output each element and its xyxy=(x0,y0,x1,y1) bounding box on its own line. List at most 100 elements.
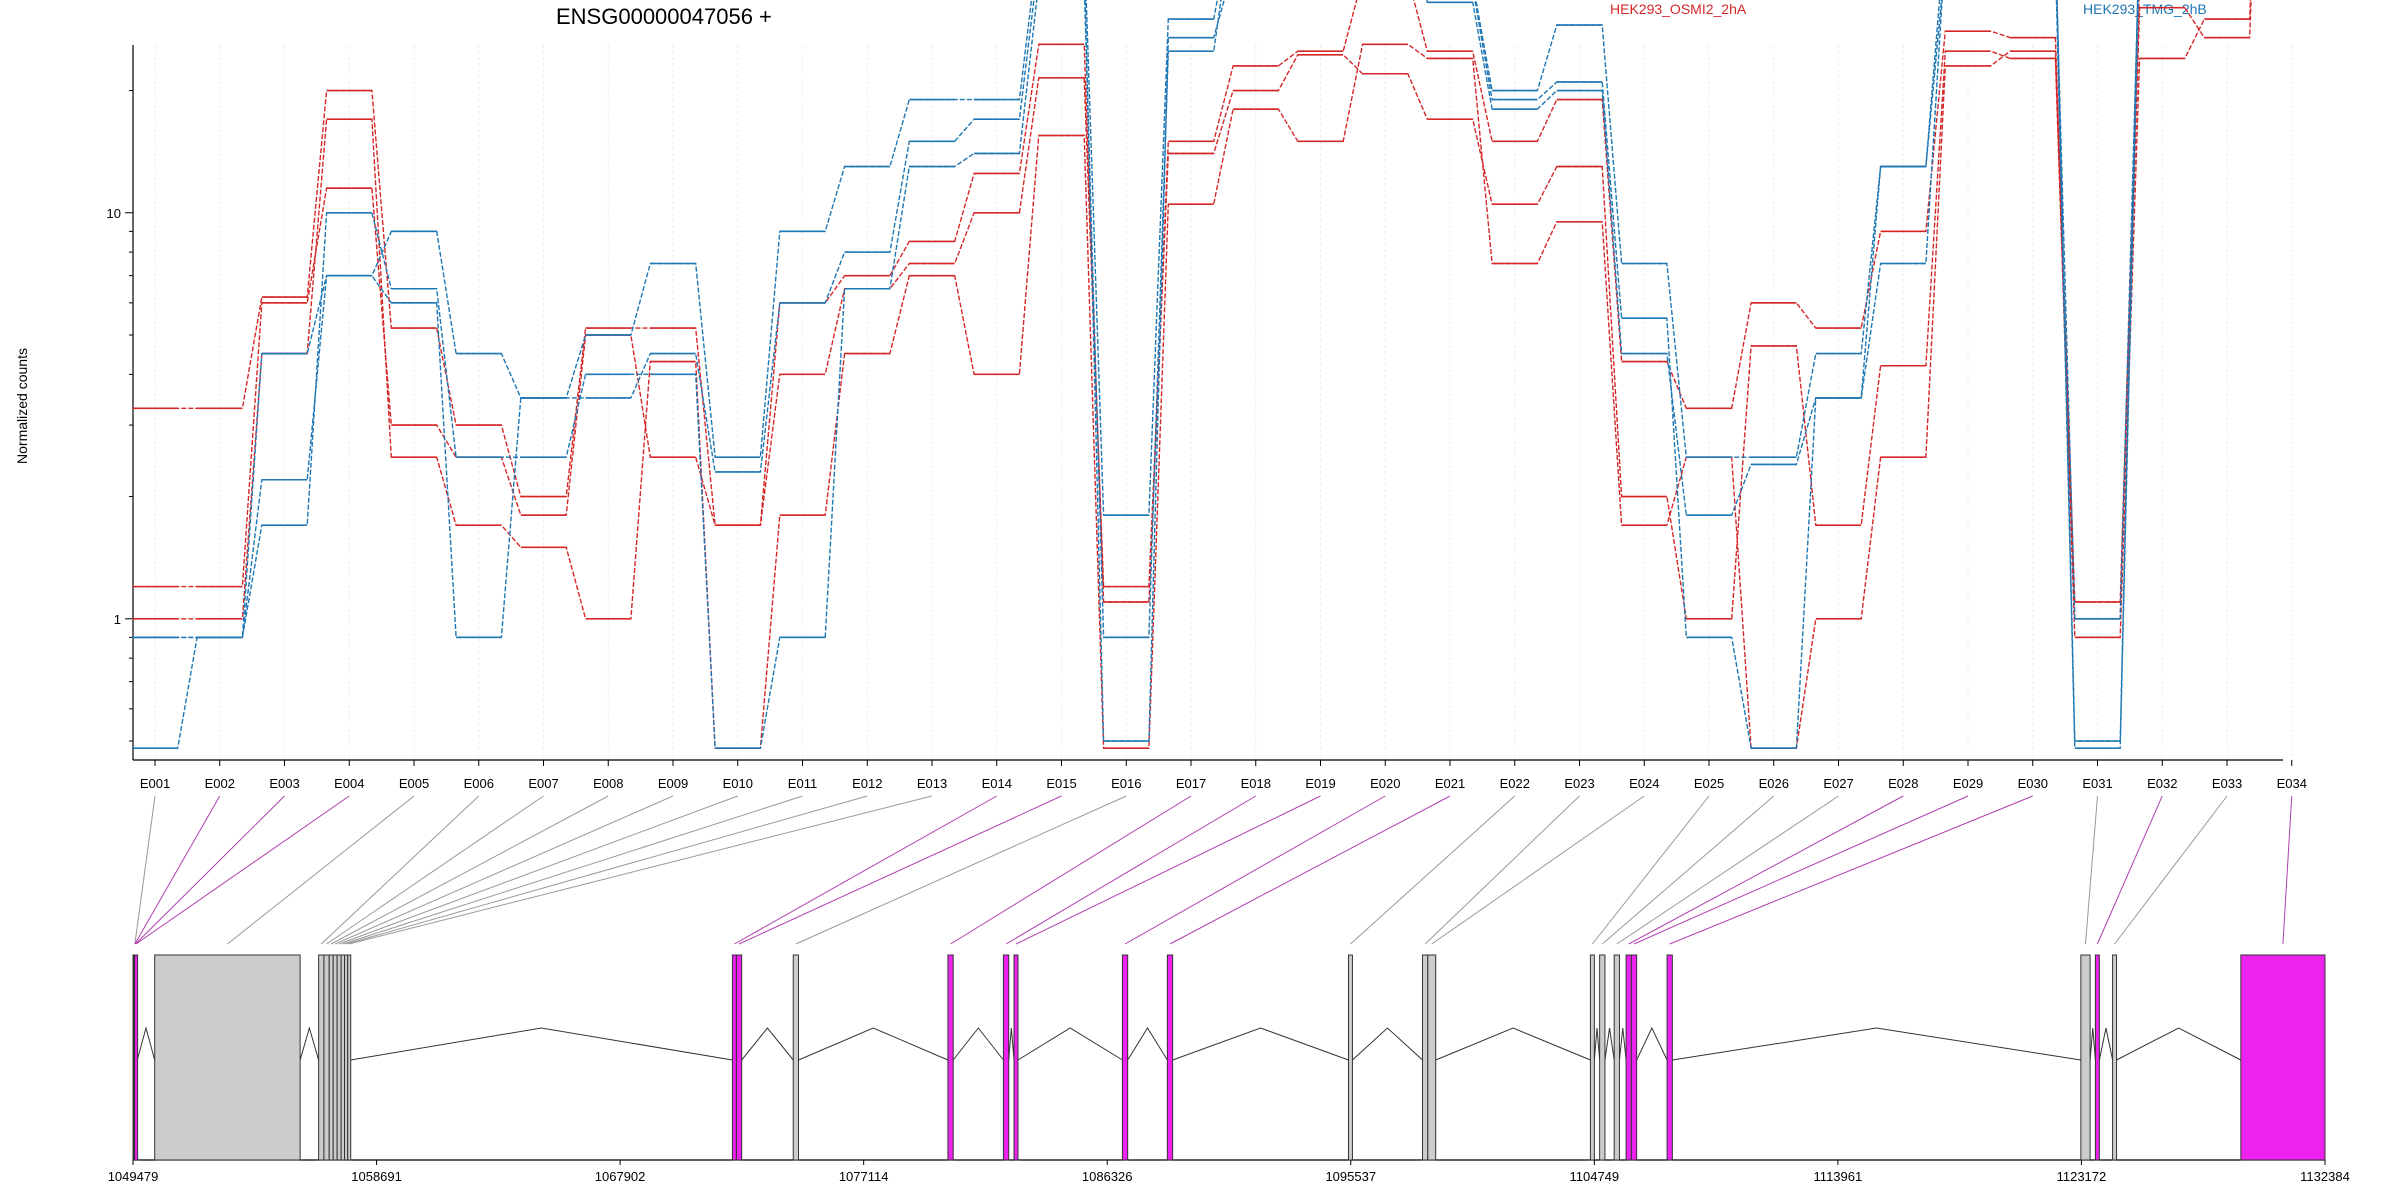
x-tick-label: E004 xyxy=(334,776,364,791)
intron-line xyxy=(1435,1027,1591,1061)
exon-block xyxy=(1613,954,1620,1161)
coordinate-label: 1049479 xyxy=(108,1169,159,1184)
coordinate-label: 1123172 xyxy=(2057,1169,2107,1184)
exon-block xyxy=(2240,954,2326,1161)
x-tick-label: E024 xyxy=(1629,776,1659,791)
exon-connector xyxy=(342,795,803,945)
exon-block xyxy=(336,954,342,1161)
series-line xyxy=(132,0,2139,742)
exon-connector xyxy=(1601,795,1775,945)
exon-block xyxy=(2080,954,2091,1161)
exon-block xyxy=(1002,954,1010,1161)
coordinate-label: 1104749 xyxy=(1570,1169,1620,1184)
exon-block xyxy=(735,954,743,1161)
intron-line xyxy=(1604,1027,1615,1061)
exon-connector xyxy=(1633,795,1969,945)
x-tick-label: E019 xyxy=(1305,776,1335,791)
x-tick-label: E001 xyxy=(140,776,170,791)
exon-block xyxy=(1347,954,1353,1161)
series-line xyxy=(132,0,2139,742)
x-tick-label: E034 xyxy=(2277,776,2307,791)
exon-block xyxy=(2094,954,2100,1161)
exon-connector xyxy=(1005,795,1257,945)
intron-line xyxy=(1672,1027,2081,1061)
exon-block xyxy=(318,954,325,1161)
series-line xyxy=(132,0,2252,749)
y-tick-label: 1 xyxy=(114,612,121,627)
intron-line xyxy=(741,1027,794,1061)
intron-line xyxy=(798,1027,949,1061)
exon-block xyxy=(1422,954,1429,1161)
x-tick-label: E028 xyxy=(1888,776,1918,791)
exon-connector xyxy=(1591,795,1710,945)
exon-connector xyxy=(734,795,997,945)
intron-line xyxy=(1618,1027,1627,1061)
exon-connector xyxy=(1628,795,1904,945)
exon-block xyxy=(1166,954,1174,1161)
x-tick-label: E002 xyxy=(205,776,235,791)
exon-block xyxy=(2112,954,2118,1161)
intron-line xyxy=(1008,1027,1015,1061)
x-tick-label: E033 xyxy=(2212,776,2242,791)
exon-block xyxy=(792,954,800,1161)
exon-block xyxy=(1427,954,1437,1161)
exon-connector xyxy=(1015,795,1321,945)
chart-title: ENSG00000047056 + xyxy=(556,4,772,29)
coordinate-label: 1086326 xyxy=(1082,1169,1133,1184)
y-axis: 110100 xyxy=(107,45,134,760)
exon-block xyxy=(328,954,334,1161)
exon-connector xyxy=(135,795,350,945)
x-tick-label: E027 xyxy=(1823,776,1853,791)
y-axis-label: Normalized counts xyxy=(14,348,30,464)
intron-line xyxy=(136,1026,156,1061)
coordinate-axis: 1049479 1058691 1067902 1077114 1086326 10955… xyxy=(108,1160,2350,1184)
exon-connector xyxy=(1424,795,1580,945)
x-tick-label: E013 xyxy=(917,776,947,791)
x-tick-label: E015 xyxy=(1046,776,1076,791)
intron-line xyxy=(2098,1027,2114,1061)
exon-block xyxy=(1630,954,1638,1161)
gene-model xyxy=(132,954,2326,1161)
x-tick-label: E005 xyxy=(399,776,429,791)
series-line xyxy=(132,0,2140,603)
series-line xyxy=(132,0,2252,639)
exon-connector xyxy=(134,795,156,945)
exon-connector xyxy=(795,795,1127,945)
exon-connector xyxy=(338,795,738,945)
exon-connector xyxy=(320,795,480,945)
coordinate-label: 1095537 xyxy=(1325,1169,1376,1184)
coordinate-label: 1113961 xyxy=(1814,1169,1863,1184)
series-lines xyxy=(132,0,2252,749)
intron-line xyxy=(1352,1027,1423,1061)
exon-connector xyxy=(738,795,1062,945)
exon-connector xyxy=(2096,795,2163,945)
intron-line xyxy=(1636,1026,1668,1061)
exon-block xyxy=(1013,954,1019,1161)
x-tick-label: E029 xyxy=(1953,776,1983,791)
exon-connector xyxy=(2114,795,2228,945)
x-tick-label: E008 xyxy=(593,776,623,791)
x-tick-label: E031 xyxy=(2082,776,2112,791)
exon-connector xyxy=(2282,795,2293,945)
exon-connector xyxy=(1669,795,2033,945)
coordinate-label: 1058691 xyxy=(351,1169,402,1184)
exon-block xyxy=(947,954,954,1161)
x-tick-label: E016 xyxy=(1111,776,1141,791)
intron-line xyxy=(350,1027,733,1061)
exon-connector xyxy=(135,795,285,945)
x-tick-label: E003 xyxy=(269,776,299,791)
exon-connector xyxy=(950,795,1192,945)
x-tick-label: E010 xyxy=(723,776,753,791)
grid-lines xyxy=(154,45,2293,760)
x-axis: E001 E002 E003 E004 E005 E006 E007 E008 E009 E010… xyxy=(133,759,2307,791)
legend-osmi: HEK293_OSMI2_2hA xyxy=(1610,1,1747,17)
legend-tmg: HEK293_TMG_2hB xyxy=(2083,1,2207,17)
exon-connector xyxy=(1124,795,1386,945)
exon-connector xyxy=(345,795,868,945)
x-tick-label: E020 xyxy=(1370,776,1400,791)
series-line xyxy=(132,0,2139,749)
x-tick-label: E026 xyxy=(1759,776,1789,791)
exon-block xyxy=(1589,954,1595,1161)
intron-line xyxy=(299,1026,320,1061)
